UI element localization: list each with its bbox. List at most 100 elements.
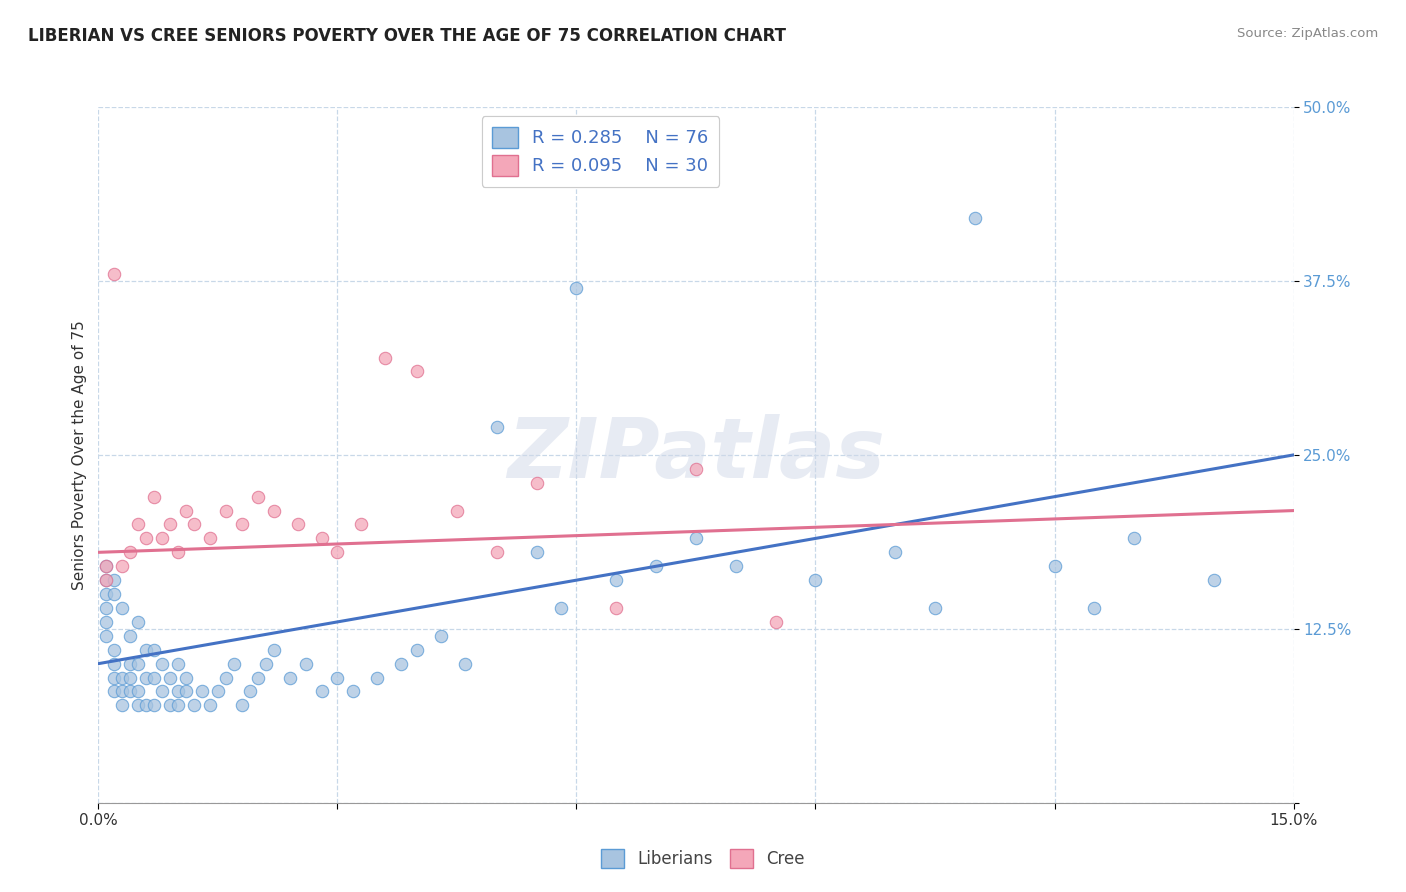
Point bbox=[111, 559, 134, 574]
Point bbox=[326, 545, 349, 559]
Point bbox=[485, 545, 508, 559]
Point bbox=[96, 573, 118, 587]
Point bbox=[804, 573, 827, 587]
Point bbox=[485, 420, 508, 434]
Point bbox=[127, 657, 149, 671]
Point bbox=[159, 517, 181, 532]
Point bbox=[143, 490, 166, 504]
Point bbox=[350, 517, 373, 532]
Point bbox=[120, 657, 142, 671]
Point bbox=[103, 657, 125, 671]
Point bbox=[103, 573, 125, 587]
Point bbox=[111, 671, 134, 685]
Point bbox=[103, 642, 125, 657]
Point bbox=[135, 671, 157, 685]
Legend: Liberians, Cree: Liberians, Cree bbox=[595, 842, 811, 875]
Point bbox=[924, 601, 946, 615]
Point bbox=[526, 545, 548, 559]
Point bbox=[1083, 601, 1105, 615]
Point bbox=[167, 684, 190, 698]
Point bbox=[215, 503, 238, 517]
Point bbox=[143, 698, 166, 713]
Point bbox=[103, 671, 125, 685]
Point bbox=[135, 642, 157, 657]
Point bbox=[120, 629, 142, 643]
Point bbox=[239, 684, 262, 698]
Point bbox=[120, 545, 142, 559]
Point bbox=[389, 657, 412, 671]
Point bbox=[685, 532, 707, 546]
Point bbox=[430, 629, 453, 643]
Point bbox=[278, 671, 301, 685]
Point bbox=[645, 559, 668, 574]
Point bbox=[526, 475, 548, 490]
Point bbox=[406, 364, 429, 378]
Point bbox=[294, 657, 316, 671]
Point bbox=[174, 684, 197, 698]
Point bbox=[167, 545, 190, 559]
Point bbox=[103, 267, 125, 281]
Point bbox=[127, 684, 149, 698]
Point bbox=[96, 601, 118, 615]
Point bbox=[263, 503, 285, 517]
Point bbox=[1202, 573, 1225, 587]
Point bbox=[963, 211, 986, 226]
Point bbox=[174, 671, 197, 685]
Point bbox=[605, 573, 627, 587]
Point bbox=[150, 532, 173, 546]
Legend: R = 0.285    N = 76, R = 0.095    N = 30: R = 0.285 N = 76, R = 0.095 N = 30 bbox=[481, 116, 720, 186]
Point bbox=[159, 671, 181, 685]
Point bbox=[127, 517, 149, 532]
Point bbox=[120, 684, 142, 698]
Point bbox=[103, 684, 125, 698]
Point bbox=[183, 517, 205, 532]
Point bbox=[342, 684, 364, 698]
Point bbox=[884, 545, 907, 559]
Point bbox=[96, 559, 118, 574]
Point bbox=[96, 559, 118, 574]
Point bbox=[246, 671, 269, 685]
Text: Source: ZipAtlas.com: Source: ZipAtlas.com bbox=[1237, 27, 1378, 40]
Point bbox=[685, 462, 707, 476]
Point bbox=[454, 657, 477, 671]
Point bbox=[231, 517, 253, 532]
Point bbox=[103, 587, 125, 601]
Point bbox=[191, 684, 214, 698]
Point bbox=[263, 642, 285, 657]
Point bbox=[135, 532, 157, 546]
Point bbox=[254, 657, 277, 671]
Point bbox=[406, 642, 429, 657]
Point bbox=[198, 532, 221, 546]
Point bbox=[1123, 532, 1146, 546]
Point bbox=[550, 601, 572, 615]
Point bbox=[96, 587, 118, 601]
Point bbox=[374, 351, 396, 365]
Point bbox=[96, 573, 118, 587]
Point bbox=[222, 657, 245, 671]
Point bbox=[207, 684, 229, 698]
Point bbox=[565, 281, 588, 295]
Point bbox=[311, 532, 333, 546]
Point bbox=[311, 684, 333, 698]
Point bbox=[111, 684, 134, 698]
Point bbox=[765, 615, 787, 629]
Point bbox=[1043, 559, 1066, 574]
Point bbox=[724, 559, 747, 574]
Point bbox=[120, 671, 142, 685]
Point bbox=[111, 601, 134, 615]
Point bbox=[143, 642, 166, 657]
Point bbox=[287, 517, 309, 532]
Point bbox=[246, 490, 269, 504]
Point bbox=[167, 698, 190, 713]
Point bbox=[96, 615, 118, 629]
Point bbox=[183, 698, 205, 713]
Point bbox=[326, 671, 349, 685]
Point bbox=[159, 698, 181, 713]
Point bbox=[167, 657, 190, 671]
Text: ZIPatlas: ZIPatlas bbox=[508, 415, 884, 495]
Point bbox=[198, 698, 221, 713]
Point bbox=[231, 698, 253, 713]
Point bbox=[135, 698, 157, 713]
Point bbox=[96, 629, 118, 643]
Point bbox=[446, 503, 468, 517]
